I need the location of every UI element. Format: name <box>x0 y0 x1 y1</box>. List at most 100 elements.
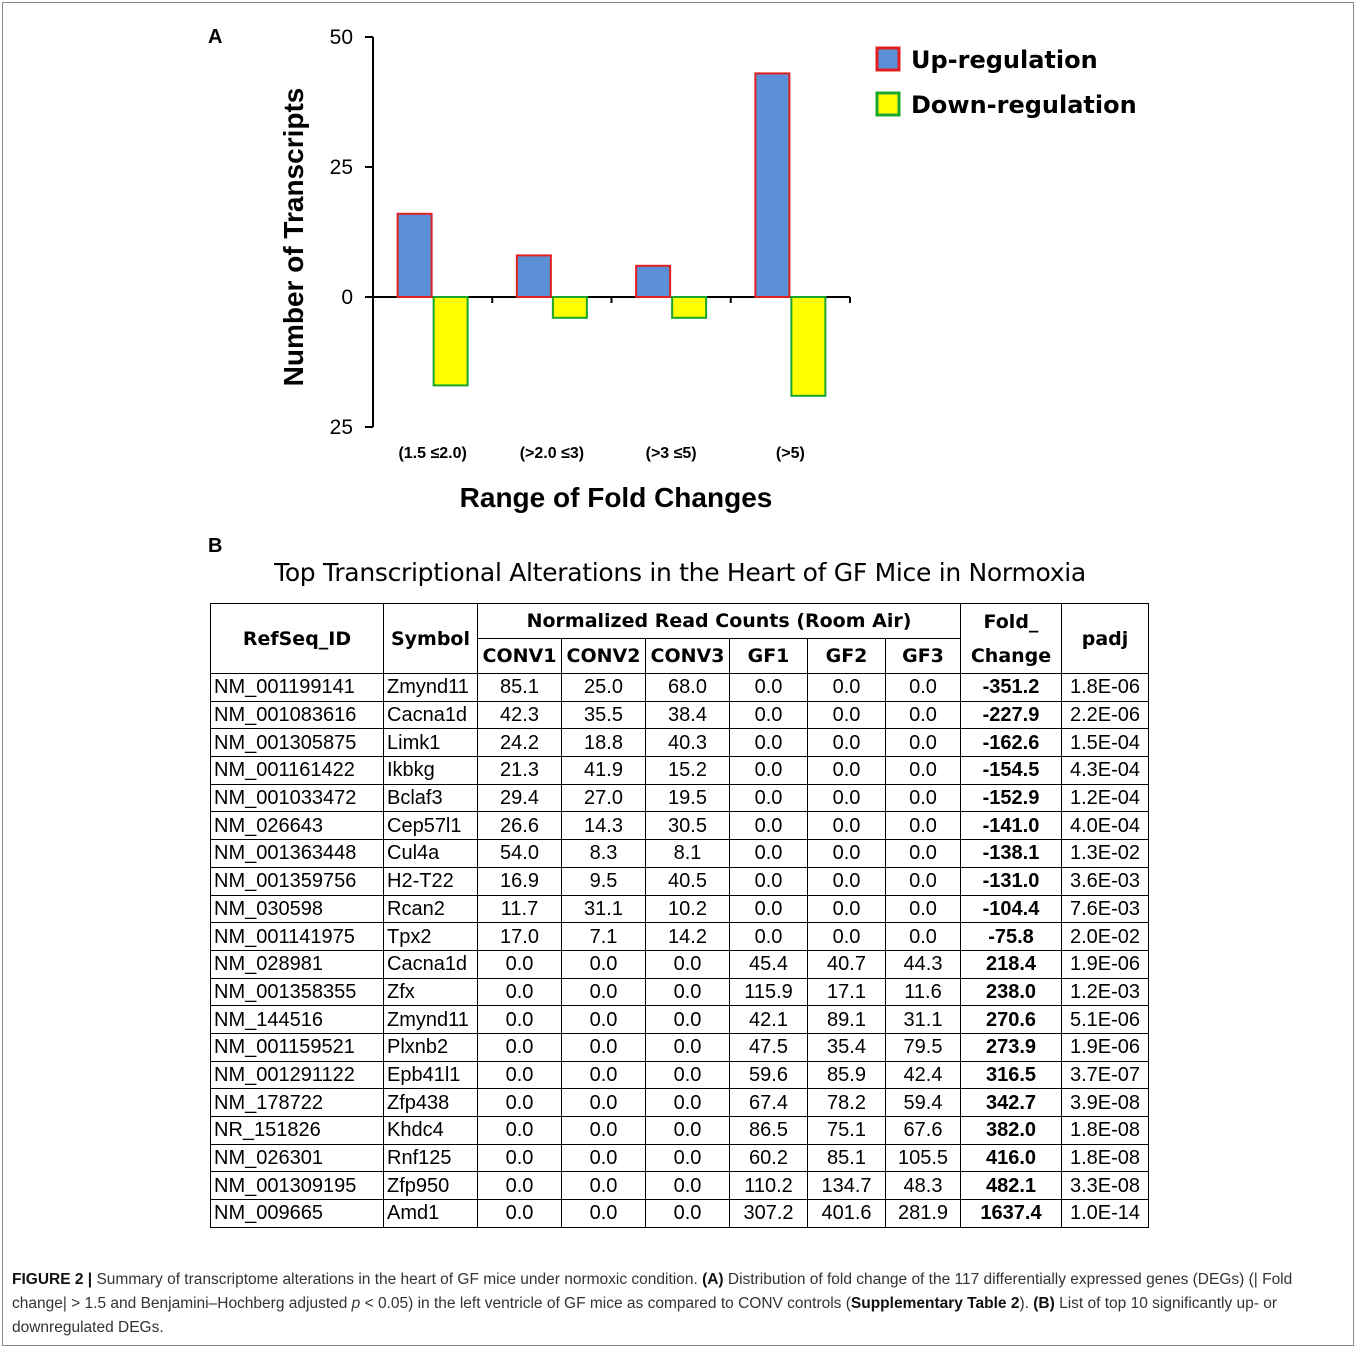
cell-padj: 1.8E-08 <box>1062 1117 1149 1145</box>
cell-conv3: 15.2 <box>646 757 730 785</box>
bar-up-regulation <box>636 266 670 297</box>
cell-refseq: NM_009665 <box>211 1200 384 1228</box>
cell-gf2: 0.0 <box>808 840 886 868</box>
table-row: NM_001161422 Ikbkg 21.3 41.9 15.2 0.0 0.0 0.0 -1… <box>211 757 1149 785</box>
cell-conv1: 0.0 <box>478 1033 562 1061</box>
cell-conv3: 14.2 <box>646 923 730 951</box>
cell-gf1: 42.1 <box>730 1006 808 1034</box>
caption-supplementary-link[interactable]: Supplementary Table 2 <box>851 1295 1020 1312</box>
cell-refseq: NM_001141975 <box>211 923 384 951</box>
cell-conv2: 0.0 <box>562 950 646 978</box>
cell-fold-change: -227.9 <box>961 701 1062 729</box>
cell-conv2: 0.0 <box>562 1089 646 1117</box>
cell-refseq: NM_001309195 <box>211 1172 384 1200</box>
cell-gf2: 401.6 <box>808 1200 886 1228</box>
table-row: NM_001199141 Zmynd11 85.1 25.0 68.0 0.0 0.0 0.0… <box>211 674 1149 702</box>
y-tick-label: 50 <box>330 26 353 49</box>
cell-conv1: 16.9 <box>478 867 562 895</box>
cell-symbol: Zfp438 <box>384 1089 478 1117</box>
cell-conv2: 9.5 <box>562 867 646 895</box>
cell-fold-change: 1637.4 <box>961 1200 1062 1228</box>
cell-padj: 2.0E-02 <box>1062 923 1149 951</box>
cell-conv2: 27.0 <box>562 784 646 812</box>
cell-conv1: 0.0 <box>478 1117 562 1145</box>
cell-conv2: 0.0 <box>562 1172 646 1200</box>
table-row: NM_028981 Cacna1d 0.0 0.0 0.0 45.4 40.7 44.3 218… <box>211 950 1149 978</box>
cell-conv1: 42.3 <box>478 701 562 729</box>
cell-symbol: Zmynd11 <box>384 1006 478 1034</box>
cell-symbol: Cul4a <box>384 840 478 868</box>
cell-gf2: 85.9 <box>808 1061 886 1089</box>
cell-gf1: 0.0 <box>730 701 808 729</box>
cell-fold-change: -75.8 <box>961 923 1062 951</box>
cell-conv2: 0.0 <box>562 1006 646 1034</box>
cell-padj: 1.8E-06 <box>1062 674 1149 702</box>
cell-conv1: 29.4 <box>478 784 562 812</box>
cell-padj: 1.5E-04 <box>1062 729 1149 757</box>
caption-text-3: < 0.05) in the left ventricle of GF mice… <box>360 1295 851 1312</box>
cell-fold-change: -154.5 <box>961 757 1062 785</box>
cell-symbol: H2-T22 <box>384 867 478 895</box>
cell-padj: 1.2E-04 <box>1062 784 1149 812</box>
cell-conv2: 0.0 <box>562 1061 646 1089</box>
cell-conv1: 24.2 <box>478 729 562 757</box>
table-row: NM_001358355 Zfx 0.0 0.0 0.0 115.9 17.1 11.6 238… <box>211 978 1149 1006</box>
cell-gf3: 59.4 <box>886 1089 961 1117</box>
cell-conv2: 18.8 <box>562 729 646 757</box>
cell-gf3: 105.5 <box>886 1144 961 1172</box>
legend-label: Up-regulation <box>911 46 1098 74</box>
cell-conv2: 14.3 <box>562 812 646 840</box>
y-axis-label: Number of Transcripts <box>278 88 309 387</box>
cell-conv2: 7.1 <box>562 923 646 951</box>
caption-text-1: Summary of transcriptome alterations in … <box>92 1271 702 1288</box>
table-row: NR_151826 Khdc4 0.0 0.0 0.0 86.5 75.1 67.6 382.0… <box>211 1117 1149 1145</box>
cell-conv1: 0.0 <box>478 1200 562 1228</box>
table-row: NM_001309195 Zfp950 0.0 0.0 0.0 110.2 134.7 48.… <box>211 1172 1149 1200</box>
cell-gf3: 281.9 <box>886 1200 961 1228</box>
cell-symbol: Cacna1d <box>384 701 478 729</box>
cell-conv1: 0.0 <box>478 1061 562 1089</box>
cell-gf1: 86.5 <box>730 1117 808 1145</box>
cell-gf1: 59.6 <box>730 1061 808 1089</box>
cell-conv3: 0.0 <box>646 1061 730 1089</box>
bar-up-regulation <box>517 255 551 297</box>
cell-gf1: 0.0 <box>730 812 808 840</box>
cell-fold-change: -141.0 <box>961 812 1062 840</box>
cell-conv3: 0.0 <box>646 978 730 1006</box>
cell-conv3: 19.5 <box>646 784 730 812</box>
cell-gf3: 44.3 <box>886 950 961 978</box>
cell-refseq: NM_001083616 <box>211 701 384 729</box>
cell-conv3: 40.3 <box>646 729 730 757</box>
cell-fold-change: 342.7 <box>961 1089 1062 1117</box>
cell-conv1: 0.0 <box>478 1144 562 1172</box>
cell-refseq: NM_001159521 <box>211 1033 384 1061</box>
bar-down-regulation <box>434 297 468 385</box>
x-tick-label: (>3 ≤5) <box>646 445 697 462</box>
deg-table: RefSeq_ID Symbol Normalized Read Counts … <box>210 603 1149 1228</box>
cell-refseq: NM_001199141 <box>211 674 384 702</box>
cell-symbol: Bclaf3 <box>384 784 478 812</box>
cell-gf2: 85.1 <box>808 1144 886 1172</box>
cell-conv1: 0.0 <box>478 950 562 978</box>
cell-refseq: NM_001291122 <box>211 1061 384 1089</box>
cell-gf3: 0.0 <box>886 784 961 812</box>
cell-refseq: NM_001363448 <box>211 840 384 868</box>
cell-symbol: Rcan2 <box>384 895 478 923</box>
cell-conv1: 21.3 <box>478 757 562 785</box>
header-conv3: CONV3 <box>646 639 730 674</box>
cell-symbol: Zmynd11 <box>384 674 478 702</box>
cell-gf2: 89.1 <box>808 1006 886 1034</box>
cell-symbol: Plxnb2 <box>384 1033 478 1061</box>
cell-symbol: Ikbkg <box>384 757 478 785</box>
y-tick-label: 0 <box>341 286 353 309</box>
cell-padj: 1.8E-08 <box>1062 1144 1149 1172</box>
cell-gf2: 0.0 <box>808 729 886 757</box>
bar-down-regulation <box>791 297 825 396</box>
cell-gf1: 60.2 <box>730 1144 808 1172</box>
x-axis-label: Range of Fold Changes <box>460 482 773 513</box>
table-row: NM_178722 Zfp438 0.0 0.0 0.0 67.4 78.2 59.4 342.… <box>211 1089 1149 1117</box>
cell-gf1: 45.4 <box>730 950 808 978</box>
cell-padj: 3.7E-07 <box>1062 1061 1149 1089</box>
cell-gf3: 79.5 <box>886 1033 961 1061</box>
cell-refseq: NM_001305875 <box>211 729 384 757</box>
